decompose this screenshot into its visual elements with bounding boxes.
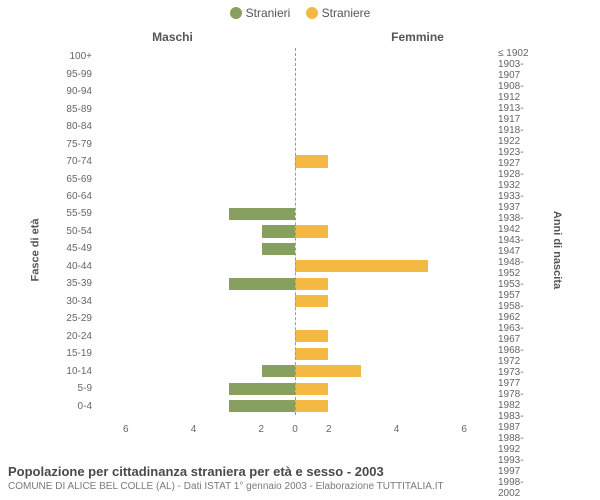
birth-label: 1953-1957 (498, 279, 540, 301)
center-line (295, 48, 296, 415)
bar-male (262, 365, 295, 377)
bar-female (295, 260, 428, 272)
bar-female (295, 330, 328, 342)
age-label: 85-89 (50, 100, 92, 117)
age-label: 65-69 (50, 170, 92, 187)
birth-label: 1918-1922 (498, 125, 540, 147)
birth-label: 1923-1927 (498, 147, 540, 169)
xaxis-tick: 4 (160, 424, 228, 435)
age-label: 40-44 (50, 258, 92, 275)
legend: Stranieri Straniere (0, 0, 600, 22)
birth-label: 1948-1952 (498, 257, 540, 279)
legend-swatch-female (306, 7, 318, 19)
bars-container (96, 48, 494, 415)
bar-female (295, 400, 328, 412)
footer: Popolazione per cittadinanza straniera p… (8, 464, 592, 492)
age-label: 55-59 (50, 205, 92, 222)
plot: 100+95-9990-9485-8980-8475-7970-7465-696… (50, 48, 540, 415)
chart-title: Popolazione per cittadinanza straniera p… (8, 464, 592, 479)
header-female: Femmine (295, 30, 540, 44)
xaxis-tick-zero: 0 (292, 424, 298, 435)
column-headers: Maschi Femmine (50, 30, 540, 44)
yaxis-right-title: Anni di nascita (551, 211, 563, 289)
birth-label: 1973-1977 (498, 367, 540, 389)
birth-label: 1963-1967 (498, 323, 540, 345)
bar-male (229, 208, 295, 220)
bar-female (295, 278, 328, 290)
legend-swatch-male (230, 7, 242, 19)
bar-male (229, 383, 295, 395)
birth-label: 1978-1982 (498, 389, 540, 411)
x-axis: 246 246 0 (92, 424, 498, 435)
bar-female (295, 155, 328, 167)
age-label: 100+ (50, 48, 92, 65)
age-label: 80-84 (50, 118, 92, 135)
age-label: 0-4 (50, 397, 92, 414)
birth-label: 1943-1947 (498, 235, 540, 257)
legend-item-female: Straniere (306, 6, 371, 20)
age-axis: 100+95-9990-9485-8980-8475-7970-7465-696… (50, 48, 96, 415)
birth-label: 1903-1907 (498, 59, 540, 81)
bar-male (262, 243, 295, 255)
xaxis-tick: 6 (92, 424, 160, 435)
bar-female (295, 295, 328, 307)
age-label: 95-99 (50, 65, 92, 82)
bar-female (295, 365, 361, 377)
age-label: 75-79 (50, 135, 92, 152)
birth-label: ≤ 1902 (498, 48, 540, 59)
xaxis-tick: 4 (363, 424, 431, 435)
birth-label: 1983-1987 (498, 411, 540, 433)
chart-subtitle: COMUNE DI ALICE BEL COLLE (AL) - Dati IS… (8, 481, 592, 492)
age-label: 5-9 (50, 380, 92, 397)
xaxis-tick: 2 (295, 424, 363, 435)
bar-male (229, 278, 295, 290)
age-label: 20-24 (50, 328, 92, 345)
bar-female (295, 348, 328, 360)
birth-label: 1968-1972 (498, 345, 540, 367)
legend-label-female: Straniere (322, 6, 371, 20)
age-label: 10-14 (50, 362, 92, 379)
xaxis-tick: 2 (227, 424, 295, 435)
birth-axis: ≤ 19021903-19071908-19121913-19171918-19… (494, 48, 540, 415)
age-label: 35-39 (50, 275, 92, 292)
birth-label: 1928-1932 (498, 169, 540, 191)
age-label: 15-19 (50, 345, 92, 362)
age-label: 25-29 (50, 310, 92, 327)
birth-label: 1908-1912 (498, 81, 540, 103)
bar-male (229, 400, 295, 412)
birth-label: 1938-1942 (498, 213, 540, 235)
birth-label: 1988-1992 (498, 433, 540, 455)
birth-label: 1958-1962 (498, 301, 540, 323)
bar-female (295, 383, 328, 395)
age-label: 45-49 (50, 240, 92, 257)
legend-label-male: Stranieri (246, 6, 291, 20)
age-label: 70-74 (50, 153, 92, 170)
age-label: 90-94 (50, 83, 92, 100)
bar-female (295, 225, 328, 237)
age-label: 50-54 (50, 223, 92, 240)
age-label: 60-64 (50, 188, 92, 205)
bar-male (262, 225, 295, 237)
xaxis-tick: 6 (430, 424, 498, 435)
chart-area: Maschi Femmine 100+95-9990-9485-8980-847… (50, 30, 540, 435)
header-male: Maschi (50, 30, 295, 44)
yaxis-left-title: Fasce di età (29, 219, 41, 282)
birth-label: 1913-1917 (498, 103, 540, 125)
age-label: 30-34 (50, 293, 92, 310)
birth-label: 1933-1937 (498, 191, 540, 213)
legend-item-male: Stranieri (230, 6, 291, 20)
